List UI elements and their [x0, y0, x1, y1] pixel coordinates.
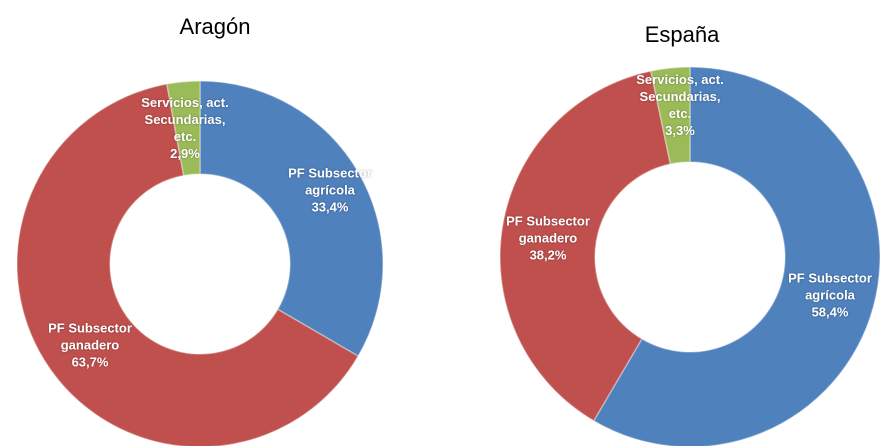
value-label: 58,4%: [811, 304, 849, 320]
category-label: PF Subsector ganadero: [48, 320, 132, 353]
slice-label: PF Subsector ganadero 63,7%: [38, 320, 142, 371]
donut-slice: [199, 80, 384, 358]
chart-title: España: [644, 22, 720, 47]
value-label: 2,9%: [170, 146, 200, 161]
slice-label: Servicios, act. Secundarias, etc. 2,9%: [133, 94, 237, 162]
donut-slice: [649, 66, 691, 165]
donut-slice: [499, 70, 672, 422]
category-label: PF Subsector agrícola: [788, 270, 872, 303]
slice-label: PF Subsector agrícola 33,4%: [278, 165, 382, 216]
value-label: 38,2%: [529, 247, 567, 263]
value-label: 3,3%: [665, 123, 695, 138]
value-label: 63,7%: [71, 354, 109, 370]
donut-slice: [165, 80, 201, 177]
category-label: Servicios, act. Secundarias, etc.: [141, 95, 229, 144]
slice-label: Servicios, act. Secundarias, etc. 3,3%: [628, 71, 732, 139]
category-label: PF Subsector ganadero: [506, 213, 590, 246]
donut-slice: [16, 83, 360, 446]
chart-title: Aragón: [179, 14, 251, 39]
slice-label: PF Subsector agrícola 58,4%: [778, 270, 882, 321]
category-label: Servicios, act. Secundarias, etc.: [636, 72, 724, 121]
value-label: 33,4%: [311, 199, 349, 215]
category-label: PF Subsector agrícola: [288, 165, 372, 198]
slice-label: PF Subsector ganadero 38,2%: [496, 213, 600, 264]
